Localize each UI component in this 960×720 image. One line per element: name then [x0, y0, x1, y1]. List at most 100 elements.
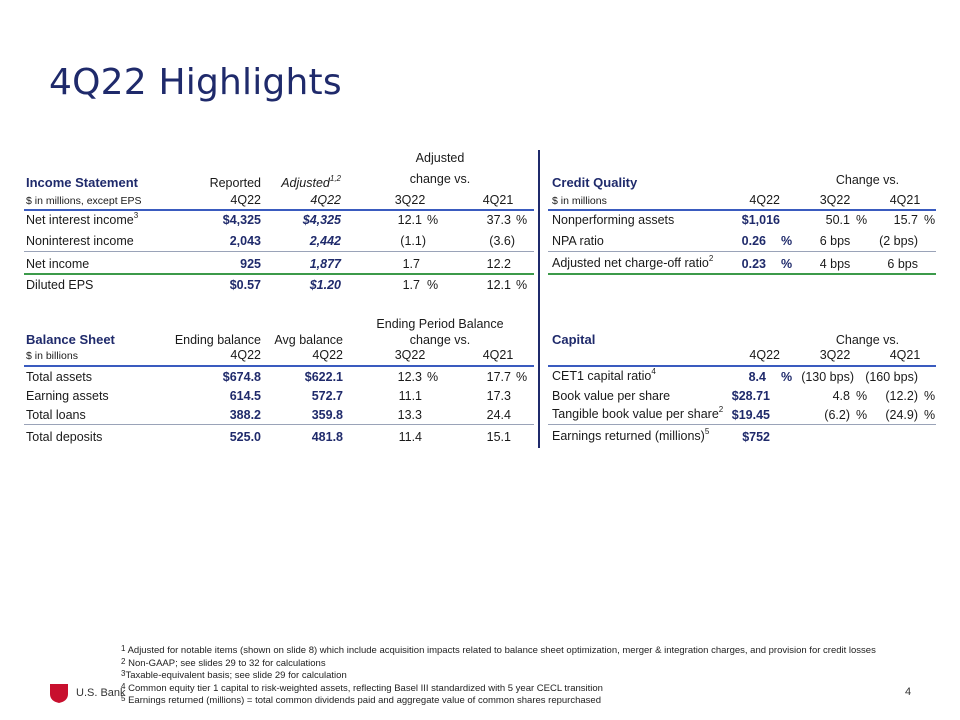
capital-col-q: 4Q22 — [749, 348, 780, 362]
balance-change-label-1: Ending Period Balance — [376, 317, 504, 331]
income-change-3q: (1.1) — [400, 234, 426, 248]
capital-value: $28.71 — [731, 389, 770, 403]
capital-header-rule — [548, 365, 936, 367]
credit-change-4q-pct: % — [924, 213, 936, 227]
page-number: 4 — [905, 686, 912, 698]
credit-header: Credit Quality — [552, 175, 638, 190]
credit-value: 0.26 — [741, 234, 766, 248]
income-row-rule — [24, 251, 534, 252]
balance-col-3q: 3Q22 — [394, 348, 426, 362]
credit-row-label: Nonperforming assets — [552, 213, 675, 227]
capital-change-4q-pct: % — [924, 408, 936, 422]
balance-change-3q-pct: % — [427, 370, 439, 384]
income-row-label: Noninterest income — [26, 234, 134, 248]
capital-change-label: Change vs. — [835, 333, 900, 347]
credit-header-rule — [548, 209, 936, 211]
balance-ending-value: 388.2 — [229, 408, 261, 422]
footnote-2: 2 Non-GAAP; see slides 29 to 32 for calc… — [121, 656, 326, 669]
balance-header-rule — [24, 365, 534, 367]
capital-change-3q: (130 bps) — [801, 370, 854, 384]
balance-avg-value: $622.1 — [304, 370, 343, 384]
slide-title: 4Q22 Highlights — [49, 62, 342, 103]
credit-bottom-rule — [548, 273, 936, 275]
credit-col-q: 4Q22 — [749, 193, 780, 207]
balance-change-3q: 11.4 — [398, 430, 422, 444]
section-divider — [538, 150, 540, 448]
balance-subheader: $ in billions — [26, 350, 78, 362]
income-change-label-2: change vs. — [409, 172, 471, 186]
income-change-3q-pct: % — [427, 278, 439, 292]
capital-change-3q: (6.2) — [824, 408, 850, 422]
income-reported-value: $0.57 — [229, 278, 261, 292]
capital-header: Capital — [552, 332, 596, 347]
balance-ending-value: $674.8 — [222, 370, 261, 384]
income-change-3q: 1.7 — [402, 278, 420, 292]
credit-row-label: NPA ratio — [552, 234, 604, 248]
income-header: Income Statement — [26, 175, 138, 190]
income-change-4q-pct: % — [516, 213, 528, 227]
credit-row-label: Adjusted net charge-off ratio2 — [552, 254, 714, 271]
brand-name: U.S. Bank — [76, 687, 126, 699]
credit-col-3q: 3Q22 — [819, 193, 851, 207]
balance-avg-value: 359.8 — [311, 408, 343, 422]
income-change-3q: 1.7 — [402, 257, 420, 271]
income-subheader: $ in millions, except EPS — [26, 195, 142, 207]
credit-change-3q: 6 bps — [819, 234, 851, 248]
capital-change-4q: (24.9) — [885, 408, 918, 422]
capital-value: 8.4 — [748, 370, 766, 384]
balance-col-4q: 4Q21 — [482, 348, 514, 362]
balance-row-label: Total assets — [26, 370, 93, 384]
credit-change-3q: 50.1 — [825, 213, 850, 227]
income-row-label: Diluted EPS — [26, 278, 94, 292]
capital-change-3q: 4.8 — [832, 389, 850, 403]
balance-change-3q: 11.1 — [398, 389, 422, 403]
income-col-reported: Reported — [209, 176, 261, 190]
income-change-3q-pct: % — [427, 213, 439, 227]
income-col-adjusted: Adjusted1,2 — [281, 174, 341, 191]
capital-row-label: Book value per share — [552, 389, 671, 403]
income-change-4q-pct: % — [516, 278, 528, 292]
balance-avg-value: 481.8 — [311, 430, 343, 444]
capital-change-3q-pct: % — [856, 408, 868, 422]
capital-value: $19.45 — [731, 408, 770, 422]
income-reported-value: 925 — [240, 257, 261, 271]
balance-change-label-2: change vs. — [409, 333, 471, 347]
balance-change-4q: 15.1 — [486, 430, 511, 444]
balance-row-label: Earning assets — [26, 389, 109, 403]
balance-avg-value: 572.7 — [311, 389, 343, 403]
income-change-4q: 12.1 — [486, 278, 511, 292]
income-reported-value: 2,043 — [229, 234, 261, 248]
capital-col-3q: 3Q22 — [819, 348, 851, 362]
income-col-reported-q: 4Q22 — [230, 193, 261, 207]
balance-change-4q: 17.7 — [486, 370, 511, 384]
balance-ending-value: 614.5 — [229, 389, 261, 403]
balance-col-ending: Ending balance — [174, 333, 261, 347]
capital-value: $752 — [742, 430, 770, 444]
balance-header: Balance Sheet — [26, 332, 115, 347]
credit-change-3q: 4 bps — [819, 257, 851, 271]
credit-value: $1,016 — [741, 213, 780, 227]
income-adjusted-value: 1,877 — [309, 257, 341, 271]
credit-value: 0.23 — [741, 257, 766, 271]
balance-col-avg-q: 4Q22 — [312, 348, 343, 362]
capital-row-label: CET1 capital ratio4 — [552, 367, 656, 384]
brand-logo: U.S. Bank — [48, 682, 126, 704]
balance-ending-value: 525.0 — [229, 430, 261, 444]
shield-logo-icon — [50, 684, 68, 703]
balance-col-avg: Avg balance — [274, 333, 343, 347]
income-col-4q: 4Q21 — [482, 193, 514, 207]
credit-change-4q: 6 bps — [887, 257, 918, 271]
capital-col-4q: 4Q21 — [889, 348, 921, 362]
balance-col-ending-q: 4Q22 — [230, 348, 261, 362]
income-col-adjusted-q: 4Q22 — [310, 193, 341, 207]
capital-row-label: Earnings returned (millions)5 — [552, 427, 710, 444]
balance-change-3q: 13.3 — [397, 408, 422, 422]
balance-change-3q: 12.3 — [397, 370, 422, 384]
capital-row-rule — [548, 424, 936, 425]
income-change-3q: 12.1 — [397, 213, 422, 227]
footnote-1: 1 Adjusted for notable items (shown on s… — [121, 644, 876, 657]
credit-value-pct: % — [781, 234, 793, 248]
balance-row-label: Total deposits — [26, 430, 103, 444]
